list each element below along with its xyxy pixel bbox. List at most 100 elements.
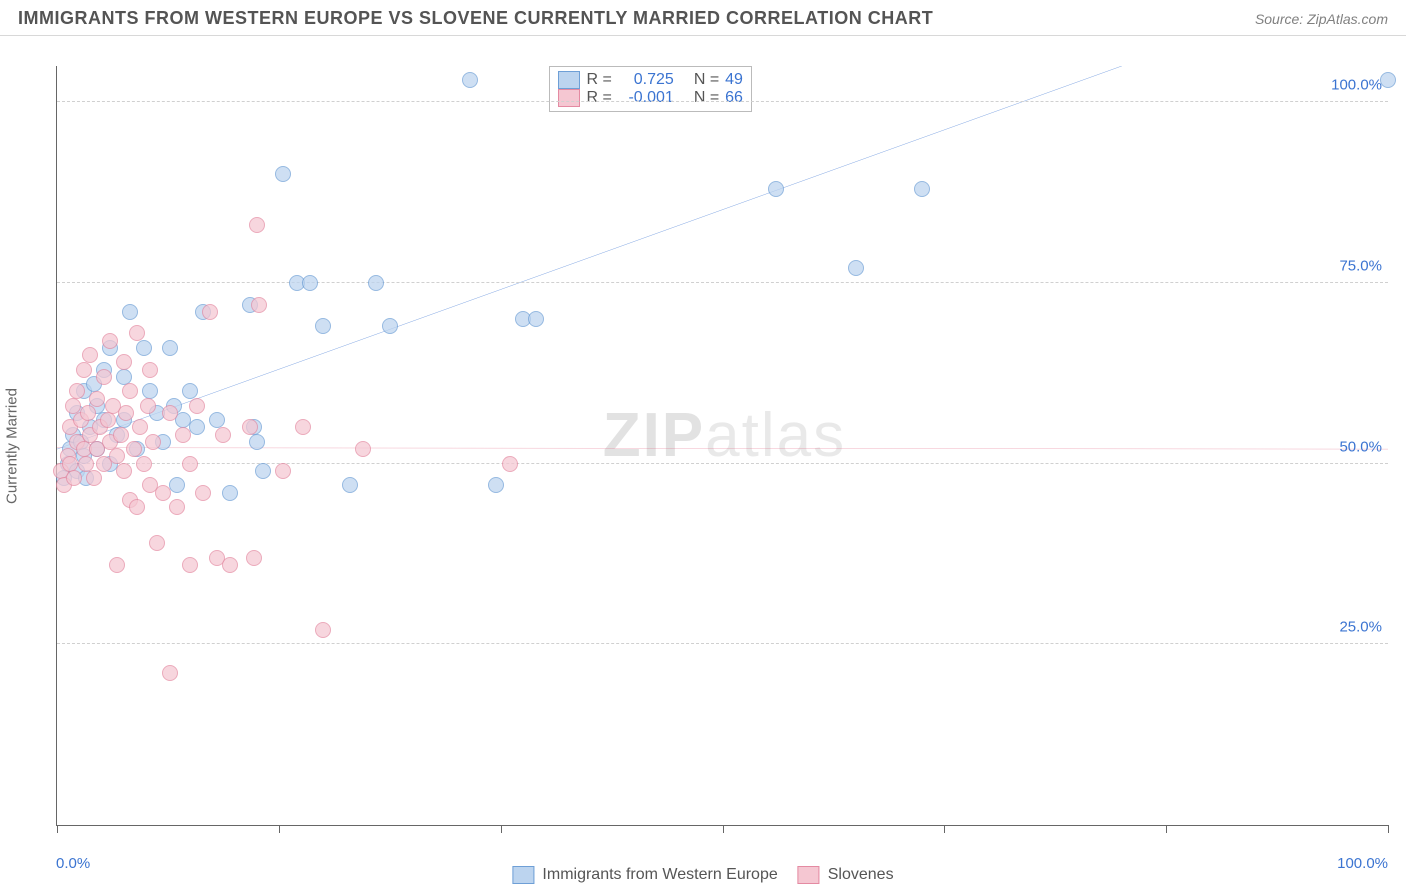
scatter-point-slovenes [182, 456, 198, 472]
source-label: Source: ZipAtlas.com [1255, 11, 1388, 27]
trend-line-immigrants [57, 66, 1122, 449]
scatter-point-slovenes [155, 485, 171, 501]
gridline-h [57, 643, 1388, 644]
scatter-point-slovenes [502, 456, 518, 472]
chart-area: Currently Married ZIPatlas R =0.725N =49… [18, 46, 1388, 846]
scatter-point-slovenes [275, 463, 291, 479]
scatter-point-slovenes [251, 297, 267, 313]
scatter-point-slovenes [116, 354, 132, 370]
x-tick [723, 825, 724, 833]
scatter-point-immigrants [122, 304, 138, 320]
scatter-point-immigrants [342, 477, 358, 493]
scatter-point-slovenes [295, 419, 311, 435]
scatter-point-slovenes [136, 456, 152, 472]
x-tick [1166, 825, 1167, 833]
scatter-point-immigrants [249, 434, 265, 450]
scatter-point-immigrants [136, 340, 152, 356]
scatter-point-slovenes [182, 557, 198, 573]
stats-N-value: 49 [725, 71, 743, 89]
scatter-point-slovenes [129, 325, 145, 341]
scatter-point-immigrants [914, 181, 930, 197]
scatter-point-slovenes [80, 405, 96, 421]
bottom-legend: Immigrants from Western Europe Slovenes [512, 866, 893, 884]
scatter-point-immigrants [255, 463, 271, 479]
y-axis-label: Currently Married [4, 388, 21, 504]
x-tick [501, 825, 502, 833]
scatter-point-slovenes [62, 456, 78, 472]
stats-row-slovenes: R =-0.001N =66 [558, 89, 742, 107]
stats-R-value: -0.001 [618, 89, 674, 107]
legend-swatch-slovenes [558, 89, 580, 107]
legend-label: Immigrants from Western Europe [542, 866, 777, 884]
scatter-point-immigrants [488, 477, 504, 493]
scatter-point-slovenes [109, 557, 125, 573]
legend-label: Slovenes [828, 866, 894, 884]
scatter-point-slovenes [249, 217, 265, 233]
scatter-point-immigrants [302, 275, 318, 291]
scatter-point-slovenes [129, 499, 145, 515]
scatter-point-immigrants [368, 275, 384, 291]
scatter-point-slovenes [126, 441, 142, 457]
gridline-h [57, 282, 1388, 283]
scatter-point-slovenes [162, 665, 178, 681]
scatter-point-slovenes [222, 557, 238, 573]
scatter-point-slovenes [82, 347, 98, 363]
x-tick [1388, 825, 1389, 833]
x-tick-label-max: 100.0% [1337, 855, 1388, 872]
y-tick-label: 25.0% [1339, 619, 1382, 636]
y-tick-label: 50.0% [1339, 438, 1382, 455]
x-tick [944, 825, 945, 833]
watermark-thin: atlas [705, 401, 846, 470]
x-tick-label-min: 0.0% [56, 855, 90, 872]
scatter-point-immigrants [528, 311, 544, 327]
scatter-point-slovenes [102, 333, 118, 349]
stats-R-label: R = [586, 89, 611, 107]
chart-header: IMMIGRANTS FROM WESTERN EUROPE VS SLOVEN… [0, 0, 1406, 36]
scatter-point-slovenes [66, 470, 82, 486]
scatter-point-slovenes [69, 383, 85, 399]
stats-row-immigrants: R =0.725N =49 [558, 71, 742, 89]
scatter-point-immigrants [382, 318, 398, 334]
scatter-point-immigrants [222, 485, 238, 501]
scatter-point-immigrants [848, 260, 864, 276]
stats-N-label: N = [694, 89, 719, 107]
watermark: ZIPatlas [603, 400, 846, 471]
legend-item-immigrants: Immigrants from Western Europe [512, 866, 777, 884]
scatter-point-immigrants [1380, 72, 1396, 88]
watermark-bold: ZIP [603, 401, 705, 470]
gridline-h [57, 101, 1388, 102]
scatter-point-slovenes [355, 441, 371, 457]
x-tick [279, 825, 280, 833]
legend-swatch-immigrants [558, 71, 580, 89]
scatter-point-slovenes [118, 405, 134, 421]
stats-legend: R =0.725N =49R =-0.001N =66 [549, 66, 751, 112]
scatter-point-slovenes [215, 427, 231, 443]
scatter-point-slovenes [142, 362, 158, 378]
scatter-point-slovenes [169, 499, 185, 515]
scatter-point-slovenes [162, 405, 178, 421]
legend-swatch-immigrants [512, 866, 534, 884]
scatter-point-slovenes [116, 463, 132, 479]
scatter-point-slovenes [122, 383, 138, 399]
scatter-point-immigrants [142, 383, 158, 399]
stats-R-label: R = [586, 71, 611, 89]
scatter-point-slovenes [132, 419, 148, 435]
scatter-point-slovenes [100, 412, 116, 428]
y-tick-label: 100.0% [1331, 77, 1382, 94]
scatter-point-immigrants [768, 181, 784, 197]
scatter-point-slovenes [113, 427, 129, 443]
scatter-point-slovenes [202, 304, 218, 320]
scatter-point-immigrants [162, 340, 178, 356]
scatter-point-slovenes [76, 362, 92, 378]
scatter-point-slovenes [246, 550, 262, 566]
chart-title: IMMIGRANTS FROM WESTERN EUROPE VS SLOVEN… [18, 8, 933, 29]
y-tick-label: 75.0% [1339, 257, 1382, 274]
scatter-plot: ZIPatlas R =0.725N =49R =-0.001N =66 25.… [56, 66, 1388, 826]
scatter-point-slovenes [195, 485, 211, 501]
scatter-point-slovenes [189, 398, 205, 414]
scatter-point-slovenes [89, 391, 105, 407]
scatter-point-immigrants [275, 166, 291, 182]
scatter-point-slovenes [145, 434, 161, 450]
legend-swatch-slovenes [798, 866, 820, 884]
legend-item-slovenes: Slovenes [798, 866, 894, 884]
